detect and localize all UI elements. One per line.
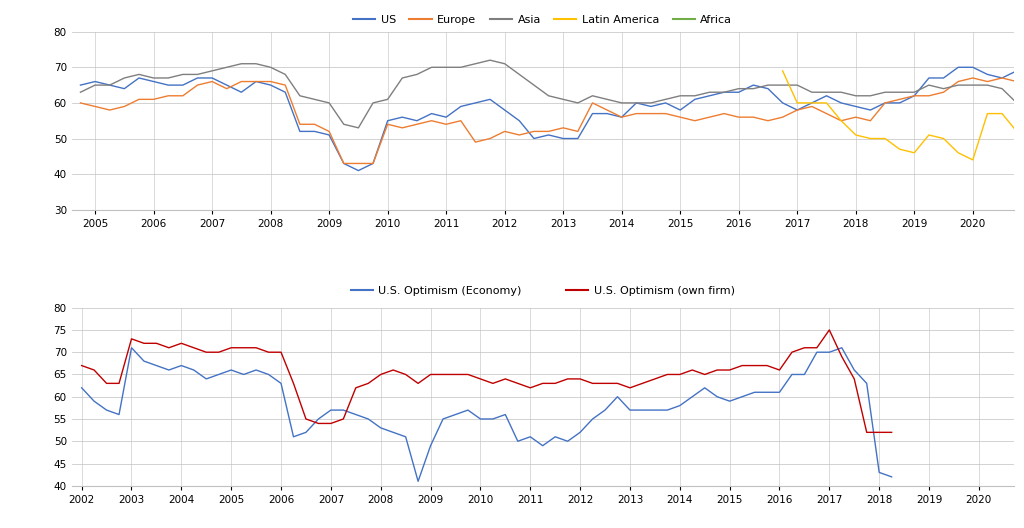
Europe xyxy=(762,118,774,124)
Line: Europe: Europe xyxy=(81,78,1024,192)
Latin America xyxy=(879,135,891,142)
Legend: U.S. Optimism (Economy), U.S. Optimism (own firm): U.S. Optimism (Economy), U.S. Optimism (… xyxy=(346,281,739,300)
US xyxy=(864,107,877,113)
US xyxy=(587,110,599,117)
Asia xyxy=(776,82,788,88)
US xyxy=(820,92,833,99)
Europe xyxy=(587,100,599,106)
Europe xyxy=(967,75,979,81)
Asia xyxy=(835,89,847,96)
Asia xyxy=(484,57,497,63)
Line: Africa: Africa xyxy=(1017,99,1024,178)
Asia xyxy=(792,82,804,88)
US xyxy=(776,100,788,106)
Legend: US, Europe, Asia, Latin America, Africa: US, Europe, Asia, Latin America, Africa xyxy=(348,11,737,30)
US xyxy=(75,82,87,88)
US xyxy=(762,86,774,92)
Line: US: US xyxy=(81,67,1024,174)
Europe xyxy=(820,110,833,117)
Line: Asia: Asia xyxy=(81,60,1024,146)
Europe xyxy=(75,100,87,106)
Asia xyxy=(75,89,87,96)
Europe xyxy=(776,114,788,120)
Asia xyxy=(601,96,613,102)
Europe xyxy=(864,118,877,124)
US xyxy=(952,64,965,70)
Asia xyxy=(879,89,891,96)
Line: Latin America: Latin America xyxy=(782,71,1024,181)
